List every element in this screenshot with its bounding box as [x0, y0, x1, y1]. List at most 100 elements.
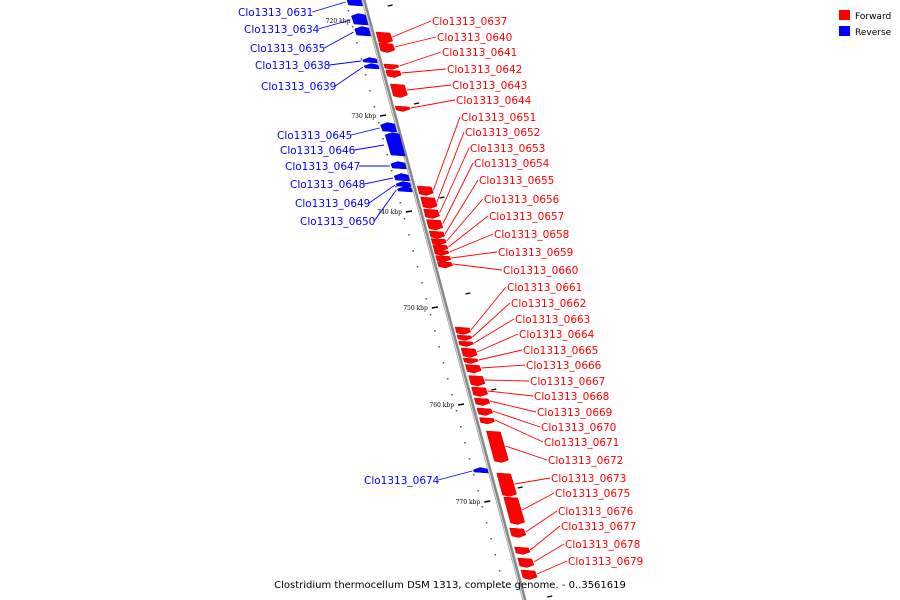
gene-feature-clo1313_0674[interactable] — [472, 467, 489, 474]
gene-feature-clo1313_0667[interactable] — [468, 375, 486, 387]
gene-label-clo1313_0644[interactable]: Clo1313_0644 — [456, 95, 532, 107]
gene-feature-clo1313_0640[interactable] — [378, 42, 396, 53]
gene-feature-clo1313_0631[interactable] — [346, 0, 364, 7]
gene-feature-clo1313_0662[interactable] — [456, 334, 473, 341]
gene-label-clo1313_0635[interactable]: Clo1313_0635 — [250, 43, 325, 55]
gene-label-clo1313_0677[interactable]: Clo1313_0677 — [561, 521, 636, 533]
gene-feature-clo1313_0660[interactable] — [436, 261, 453, 269]
gene-feature-clo1313_0673[interactable] — [496, 472, 517, 497]
gene-feature-clo1313_0644[interactable] — [394, 105, 411, 112]
leader-line — [525, 510, 558, 533]
gene-feature-clo1313_0645[interactable] — [380, 122, 398, 133]
leader-line — [436, 131, 465, 203]
gene-label-clo1313_0655[interactable]: Clo1313_0655 — [479, 175, 554, 187]
gene-feature-clo1313_0658[interactable] — [433, 249, 450, 256]
gene-feature-clo1313_0666[interactable] — [465, 364, 482, 374]
gene-feature-clo1313_0643[interactable] — [389, 83, 408, 98]
gene-label-clo1313_0648[interactable]: Clo1313_0648 — [290, 179, 365, 191]
gene-label-clo1313_0666[interactable]: Clo1313_0666 — [526, 360, 602, 372]
gene-feature-clo1313_0651[interactable] — [416, 185, 434, 196]
gene-feature-clo1313_0641[interactable] — [383, 63, 400, 70]
gene-label-clo1313_0672[interactable]: Clo1313_0672 — [548, 455, 623, 467]
gene-label-clo1313_0652[interactable]: Clo1313_0652 — [465, 127, 540, 139]
gene-label-clo1313_0649[interactable]: Clo1313_0649 — [295, 198, 370, 210]
gene-feature-clo1313_0672[interactable] — [486, 430, 509, 463]
gene-label-clo1313_0647[interactable]: Clo1313_0647 — [285, 161, 360, 173]
gene-feature-clo1313_0671[interactable] — [479, 417, 496, 425]
gene-feature-clo1313_0639[interactable] — [363, 63, 380, 70]
gene-label-clo1313_0673[interactable]: Clo1313_0673 — [551, 473, 626, 485]
gene-label-clo1313_0642[interactable]: Clo1313_0642 — [447, 64, 522, 76]
gene-label-clo1313_0658[interactable]: Clo1313_0658 — [494, 229, 569, 241]
gene-feature-clo1313_0675[interactable] — [503, 496, 525, 525]
gene-label-clo1313_0671[interactable]: Clo1313_0671 — [544, 437, 619, 449]
gene-label-clo1313_0650[interactable]: Clo1313_0650 — [300, 216, 375, 228]
gene-label-clo1313_0631[interactable]: Clo1313_0631 — [238, 7, 313, 19]
track-dot — [481, 506, 484, 508]
gene-label-clo1313_0662[interactable]: Clo1313_0662 — [511, 298, 586, 310]
gene-feature-clo1313_0655[interactable] — [428, 230, 446, 239]
gene-feature-clo1313_0635[interactable] — [354, 26, 372, 37]
gene-feature-clo1313_0664[interactable] — [460, 347, 478, 358]
gene-label-clo1313_0664[interactable]: Clo1313_0664 — [519, 329, 595, 341]
gene-feature-clo1313_0654[interactable] — [426, 219, 444, 231]
gene-label-clo1313_0640[interactable]: Clo1313_0640 — [437, 32, 512, 44]
gene-feature-clo1313_0646[interactable] — [384, 132, 406, 157]
gene-feature-clo1313_0663[interactable] — [458, 340, 475, 347]
gene-feature-clo1313_0637[interactable] — [375, 31, 393, 44]
gene-feature-clo1313_0668[interactable] — [471, 386, 489, 397]
gene-label-clo1313_0668[interactable]: Clo1313_0668 — [534, 391, 609, 403]
gene-label-clo1313_0660[interactable]: Clo1313_0660 — [503, 265, 578, 277]
gene-label-clo1313_0646[interactable]: Clo1313_0646 — [280, 145, 356, 157]
gene-label-clo1313_0679[interactable]: Clo1313_0679 — [568, 556, 643, 568]
gene-label-clo1313_0637[interactable]: Clo1313_0637 — [432, 16, 507, 28]
gene-feature-clo1313_0677[interactable] — [514, 546, 531, 555]
gene-feature-clo1313_0650[interactable] — [396, 186, 413, 193]
gene-label-clo1313_0657[interactable]: Clo1313_0657 — [489, 211, 564, 223]
gene-feature-clo1313_0659[interactable] — [435, 255, 452, 263]
gene-label-clo1313_0656[interactable]: Clo1313_0656 — [484, 194, 560, 206]
gene-label-clo1313_0670[interactable]: Clo1313_0670 — [541, 422, 616, 434]
gene-label-clo1313_0667[interactable]: Clo1313_0667 — [530, 376, 605, 388]
leader-line — [444, 179, 479, 235]
gene-feature-clo1313_0649[interactable] — [395, 181, 412, 188]
track-dot — [485, 522, 488, 524]
gene-label-clo1313_0645[interactable]: Clo1313_0645 — [277, 130, 352, 142]
track-dot — [386, 154, 389, 156]
gene-label-clo1313_0651[interactable]: Clo1313_0651 — [461, 112, 536, 124]
gene-label-clo1313_0634[interactable]: Clo1313_0634 — [244, 24, 320, 36]
gene-label-clo1313_0654[interactable]: Clo1313_0654 — [474, 158, 550, 170]
gene-label-clo1313_0653[interactable]: Clo1313_0653 — [470, 143, 545, 155]
gene-feature-clo1313_0638[interactable] — [362, 57, 378, 64]
gene-label-clo1313_0675[interactable]: Clo1313_0675 — [555, 488, 630, 500]
leader-line — [394, 36, 437, 48]
gene-feature-clo1313_0647[interactable] — [390, 161, 407, 170]
gene-feature-clo1313_0653[interactable] — [423, 208, 440, 219]
gene-label-clo1313_0665[interactable]: Clo1313_0665 — [523, 345, 598, 357]
gene-label-clo1313_0661[interactable]: Clo1313_0661 — [507, 282, 582, 294]
gene-feature-clo1313_0657[interactable] — [432, 244, 449, 252]
gene-feature-clo1313_0669[interactable] — [473, 397, 491, 406]
track-dot — [434, 330, 436, 332]
gene-feature-clo1313_0670[interactable] — [476, 407, 493, 416]
gene-label-clo1313_0663[interactable]: Clo1313_0663 — [515, 314, 590, 326]
gene-label-clo1313_0638[interactable]: Clo1313_0638 — [255, 60, 330, 72]
gene-label-clo1313_0659[interactable]: Clo1313_0659 — [498, 247, 573, 259]
gene-feature-clo1313_0665[interactable] — [462, 357, 479, 364]
gene-feature-clo1313_0648[interactable] — [393, 173, 411, 182]
gene-label-clo1313_0643[interactable]: Clo1313_0643 — [452, 80, 527, 92]
gene-feature-clo1313_0634[interactable] — [351, 13, 369, 26]
gene-label-clo1313_0641[interactable]: Clo1313_0641 — [442, 47, 517, 59]
gene-feature-clo1313_0679[interactable] — [520, 569, 538, 580]
gene-feature-clo1313_0661[interactable] — [454, 326, 472, 335]
gene-label-clo1313_0676[interactable]: Clo1313_0676 — [558, 506, 634, 518]
gene-label-clo1313_0674[interactable]: Clo1313_0674 — [364, 475, 440, 487]
gene-feature-clo1313_0676[interactable] — [509, 527, 527, 538]
gene-feature-clo1313_0678[interactable] — [517, 557, 535, 568]
gene-label-clo1313_0678[interactable]: Clo1313_0678 — [565, 539, 640, 551]
gene-feature-clo1313_0652[interactable] — [420, 196, 438, 209]
gene-feature-clo1313_0642[interactable] — [385, 69, 402, 78]
gene-label-clo1313_0639[interactable]: Clo1313_0639 — [261, 81, 336, 93]
gene-feature-clo1313_0656[interactable] — [430, 238, 447, 246]
gene-label-clo1313_0669[interactable]: Clo1313_0669 — [537, 407, 612, 419]
